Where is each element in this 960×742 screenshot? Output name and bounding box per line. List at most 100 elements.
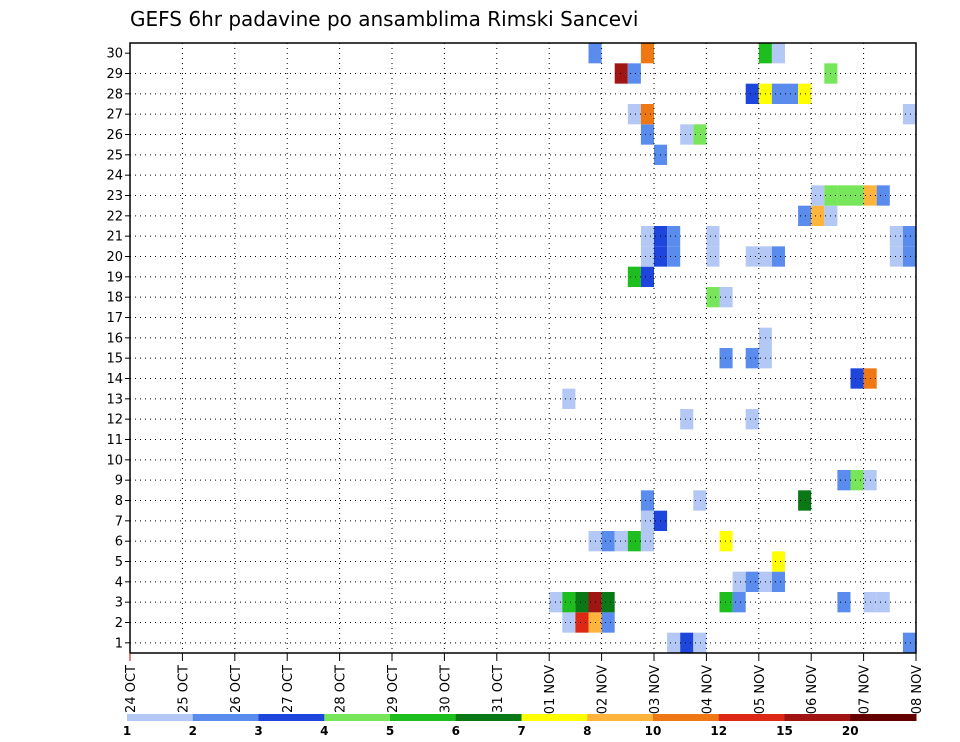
precip-cell [889,246,903,267]
precip-cell [601,531,615,552]
y-tick-label: 18 [106,291,123,306]
precip-cell [640,266,654,287]
y-tick-label: 23 [106,189,123,204]
colorbar-segment [718,714,785,721]
precip-cell [693,490,707,511]
precip-cell [732,571,746,592]
y-tick-label: 25 [106,148,123,163]
precip-cell [640,490,654,511]
colorbar-label: 1 [123,724,131,738]
precip-cell [680,632,694,653]
precip-cell [902,226,916,247]
y-tick-label: 9 [115,474,123,489]
precip-cell [640,124,654,145]
precip-cell [601,612,615,633]
precip-cell [798,205,812,226]
precip-cell [771,83,785,104]
colorbar-segment [390,714,457,721]
precip-cell [562,388,576,409]
precipitation-cells [549,43,916,653]
colorbar-label: 15 [776,724,793,738]
x-tick-label: 24 OCT [124,665,139,713]
y-tick-label: 30 [106,47,123,62]
precip-cell [614,63,628,84]
colorbar-label: 3 [254,724,262,738]
x-tick-label: 03 NOV [648,665,663,714]
x-tick-label: 28 OCT [334,665,349,713]
precip-cell [902,104,916,125]
y-tick-label: 14 [106,372,123,387]
colorbar-segment [324,714,391,721]
precip-cell [680,124,694,145]
x-tick-label: 06 NOV [805,665,820,714]
x-tick-label: 01 NOV [543,665,558,714]
y-tick-label: 5 [115,555,123,570]
precip-cell [745,348,759,369]
precip-cell [732,592,746,613]
precip-cell [785,83,799,104]
precip-cell [719,348,733,369]
x-tick-label: 25 OCT [176,665,191,713]
precip-cell [771,551,785,572]
precip-cell [798,83,812,104]
precip-cell [667,226,681,247]
y-tick-label: 13 [106,392,123,407]
chart-title: GEFS 6hr padavine po ansamblima Rimski S… [130,7,638,31]
precip-cell [758,43,772,64]
colorbar-segment [850,714,917,721]
x-tick-label: 29 OCT [386,665,401,713]
precip-cell [588,43,602,64]
colorbar-segment [258,714,325,721]
y-tick-label: 22 [106,209,123,224]
colorbar-label: 6 [452,724,460,738]
precip-cell [837,185,851,206]
x-axis: 24 OCT 25 OCT 26 OCT 27 OCT 28 OCT 29 OCT 30 O… [124,653,925,714]
colorbar-label: 2 [189,724,197,738]
y-tick-label: 15 [106,352,123,367]
y-tick-label: 4 [115,575,123,590]
y-tick-label: 24 [106,169,123,184]
precip-cell [640,510,654,531]
precip-cell [640,246,654,267]
y-axis: 1234567891011121314151617181920212223242… [106,47,130,651]
y-tick-label: 6 [115,535,123,550]
precip-cell [850,185,864,206]
precip-cell [575,612,589,633]
precip-cell [798,490,812,511]
colorbar-segment [521,714,588,721]
precip-cell [680,409,694,430]
precip-cell [706,246,720,267]
precip-cell [627,531,641,552]
y-tick-label: 2 [115,616,123,631]
colorbar-label: 8 [583,724,591,738]
precip-cell [771,43,785,64]
precip-cell [745,409,759,430]
precip-cell [902,632,916,653]
precip-cell [745,571,759,592]
y-tick-label: 17 [106,311,123,326]
plot-frame [129,42,917,654]
x-tick-label: 30 OCT [438,665,453,713]
y-tick-label: 26 [106,128,123,143]
x-tick-label: 05 NOV [753,665,768,714]
y-tick-label: 16 [106,331,123,346]
colorbar-segment [455,714,522,721]
precip-cell [771,571,785,592]
y-tick-label: 28 [106,87,123,102]
precip-cell [811,205,825,226]
precip-cell [575,592,589,613]
colorbar-segment [784,714,851,721]
precip-cell [627,104,641,125]
precip-cell [693,124,707,145]
precip-cell [601,592,615,613]
colorbar-label: 7 [517,724,525,738]
y-tick-label: 7 [115,514,123,529]
y-tick-label: 21 [106,230,123,245]
precip-cell [562,612,576,633]
precip-cell [876,592,890,613]
y-tick-label: 8 [115,494,123,509]
precip-cell [889,226,903,247]
precip-cell [876,185,890,206]
precip-cell [850,470,864,491]
y-tick-label: 20 [106,250,123,265]
